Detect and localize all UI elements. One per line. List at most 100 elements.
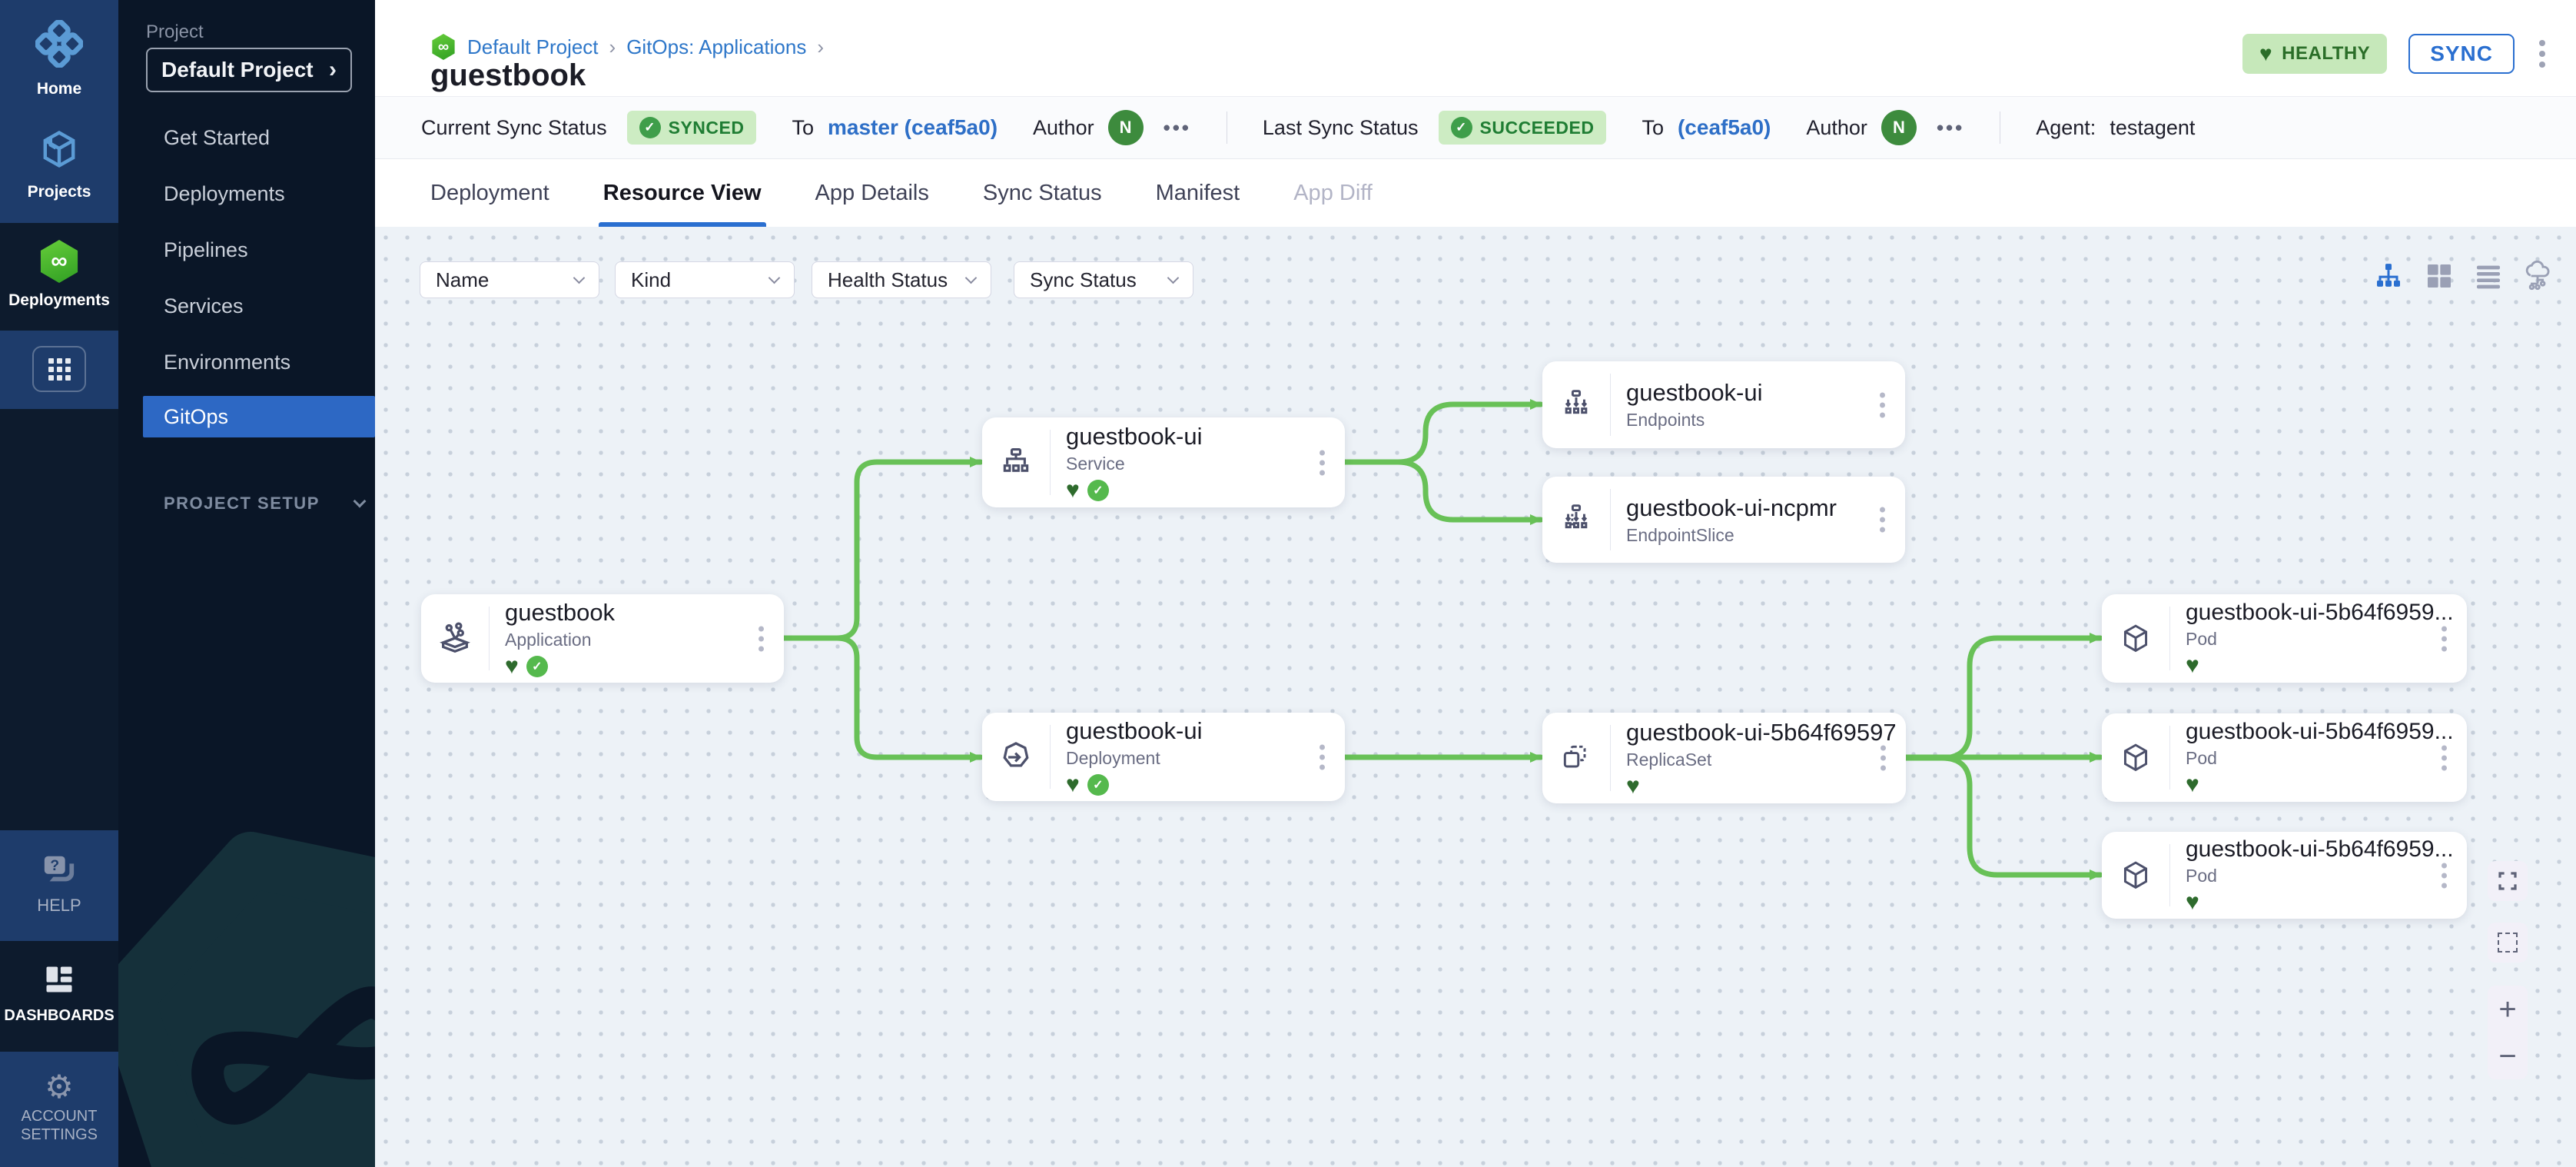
- healthy-heart-icon: ♥: [1066, 772, 1080, 797]
- healthy-heart-icon: ♥: [1066, 477, 1080, 503]
- last-sync-label: Last Sync Status: [1262, 115, 1419, 139]
- node-kind: Application: [505, 630, 592, 650]
- node-kebab-menu[interactable]: [2438, 742, 2450, 773]
- agent-label: Agent:: [2036, 115, 2096, 139]
- replicaset-icon: [1542, 741, 1610, 775]
- node-kind: EndpointSlice: [1626, 524, 1734, 545]
- zoom-out-button[interactable]: −: [2498, 1039, 2517, 1073]
- tab-manifest[interactable]: Manifest: [1155, 180, 1240, 205]
- healthy-heart-icon: ♥: [505, 653, 519, 679]
- rail-item-deployments[interactable]: ∞ Deployments: [0, 223, 118, 310]
- breadcrumb-separator: ›: [609, 35, 616, 58]
- current-revision-link[interactable]: master (ceaf5a0): [828, 115, 998, 139]
- fit-view-button[interactable]: [2488, 861, 2528, 901]
- node-pod-3[interactable]: guestbook-ui-5b64f6959... Pod ♥: [2102, 832, 2467, 919]
- node-endpointslice-guestbook-ui-ncpmr[interactable]: guestbook-ui-ncpmr EndpointSlice: [1542, 477, 1905, 563]
- pod-icon: [2102, 859, 2169, 893]
- rail-label-help: HELP: [37, 896, 81, 915]
- check-circle-icon: ✓: [1450, 117, 1472, 138]
- node-kebab-menu[interactable]: [1877, 504, 1888, 536]
- breadcrumb: ∞ Default Project › GitOps: Applications…: [430, 34, 824, 60]
- sidebar-item-deployments[interactable]: Deployments: [164, 181, 285, 205]
- pod-icon: [2102, 741, 2169, 775]
- rail-section-account: ⚙ ACCOUNT SETTINGS: [0, 1052, 118, 1167]
- list-view-icon[interactable]: [2473, 261, 2504, 291]
- node-endpoints-guestbook-ui[interactable]: guestbook-ui Endpoints: [1542, 361, 1905, 448]
- node-name: guestbook-ui-ncpmr: [1626, 494, 1837, 521]
- node-pod-2[interactable]: guestbook-ui-5b64f6959... Pod ♥: [2102, 713, 2467, 802]
- node-kebab-menu[interactable]: [2438, 623, 2450, 654]
- app-kebab-menu[interactable]: [2536, 37, 2548, 71]
- tab-sync-status[interactable]: Sync Status: [982, 180, 1102, 205]
- select-area-icon: [2498, 933, 2518, 953]
- author-avatar: N: [1881, 110, 1917, 145]
- project-setup-toggle[interactable]: PROJECT SETUP: [164, 494, 367, 514]
- node-kebab-menu[interactable]: [1316, 741, 1328, 773]
- rail-item-projects[interactable]: Projects: [0, 98, 118, 201]
- node-kebab-menu[interactable]: [1877, 743, 1889, 774]
- project-selector[interactable]: Default Project ›: [146, 48, 352, 92]
- pod-icon: [2102, 622, 2169, 656]
- breadcrumb-separator: ›: [817, 35, 824, 58]
- module-grid-icon: [32, 346, 86, 392]
- rail-section-top: Home Projects: [0, 0, 118, 223]
- node-name: guestbook-ui-5b64f69597: [1626, 718, 1897, 746]
- node-name: guestbook-ui: [1066, 717, 1203, 744]
- sidebar-item-environments[interactable]: Environments: [164, 350, 291, 374]
- node-service-guestbook-ui[interactable]: guestbook-ui Service ♥ ✓: [982, 417, 1345, 507]
- node-kebab-menu[interactable]: [2438, 859, 2450, 891]
- sidebar-item-gitops[interactable]: GitOps: [143, 396, 375, 437]
- zoom-in-button[interactable]: +: [2498, 992, 2517, 1026]
- rail-label-projects: Projects: [27, 183, 91, 201]
- node-name: guestbook-ui-5b64f6959...: [2186, 836, 2454, 862]
- endpoints-icon: [1542, 388, 1610, 422]
- sidebar-item-services[interactable]: Services: [164, 294, 244, 318]
- deployments-icon: ∞: [40, 240, 78, 283]
- node-name: guestbook-ui-5b64f6959...: [2186, 600, 2454, 625]
- node-name: guestbook: [505, 599, 616, 626]
- node-deployment-guestbook-ui[interactable]: guestbook-ui Deployment ♥ ✓: [982, 713, 1345, 801]
- node-kebab-menu[interactable]: [1316, 447, 1328, 478]
- project-nav-panel: Project Default Project › Get Started De…: [118, 0, 375, 1167]
- tab-deployment[interactable]: Deployment: [430, 180, 549, 205]
- node-kind: Service: [1066, 454, 1125, 474]
- rail-item-dashboards[interactable]: DASHBOARDS: [0, 941, 118, 1025]
- current-sync-label: Current Sync Status: [421, 115, 607, 139]
- grid-view-icon[interactable]: [2424, 261, 2455, 291]
- health-status-filter-select[interactable]: Health Status: [812, 261, 991, 298]
- breadcrumb-default-project[interactable]: Default Project: [467, 35, 599, 58]
- node-kind: Endpoints: [1626, 410, 1705, 430]
- sync-status-filter-select[interactable]: Sync Status: [1014, 261, 1193, 298]
- succeeded-badge: ✓ SUCCEEDED: [1438, 111, 1607, 145]
- module-picker-button[interactable]: [0, 331, 118, 392]
- node-application-guestbook[interactable]: guestbook Application ♥ ✓: [421, 594, 784, 683]
- sidebar-item-get-started[interactable]: Get Started: [164, 125, 271, 149]
- node-kebab-menu[interactable]: [755, 623, 767, 654]
- rail-item-account-settings[interactable]: ⚙ ACCOUNT SETTINGS: [0, 1052, 118, 1144]
- health-status-badge: ♥ HEALTHY: [2242, 34, 2388, 74]
- network-view-icon[interactable]: [2522, 260, 2553, 291]
- commit-more-button[interactable]: •••: [1936, 115, 1965, 139]
- last-revision-link[interactable]: (ceaf5a0): [1677, 115, 1771, 139]
- name-filter-select[interactable]: Name: [420, 261, 599, 298]
- tab-resource-view[interactable]: Resource View: [598, 159, 766, 227]
- resource-graph-canvas[interactable]: Name Kind Health Status Sync Status: [375, 227, 2576, 1167]
- commit-more-button[interactable]: •••: [1163, 115, 1191, 139]
- sidebar-item-pipelines[interactable]: Pipelines: [164, 238, 248, 261]
- sync-button[interactable]: SYNC: [2408, 34, 2515, 74]
- rail-label-account-settings: ACCOUNT SETTINGS: [20, 1108, 98, 1143]
- rail-section-dashboards: DASHBOARDS: [0, 941, 118, 1052]
- kind-filter-select[interactable]: Kind: [615, 261, 795, 298]
- tab-app-details[interactable]: App Details: [815, 180, 929, 205]
- node-pod-1[interactable]: guestbook-ui-5b64f6959... Pod ♥: [2102, 594, 2467, 683]
- breadcrumb-gitops-applications[interactable]: GitOps: Applications: [626, 35, 807, 58]
- tab-app-diff[interactable]: App Diff: [1293, 180, 1373, 205]
- node-kebab-menu[interactable]: [1877, 389, 1888, 421]
- tree-view-icon[interactable]: [2373, 261, 2404, 291]
- endpointslice-icon: [1542, 503, 1610, 537]
- node-replicaset-guestbook-ui-5b64f69597[interactable]: guestbook-ui-5b64f69597 ReplicaSet ♥: [1542, 713, 1906, 803]
- rail-item-home[interactable]: Home: [0, 0, 118, 98]
- select-area-button[interactable]: [2488, 923, 2528, 963]
- rail-item-help[interactable]: ? HELP: [0, 830, 118, 916]
- projects-icon: [38, 128, 81, 175]
